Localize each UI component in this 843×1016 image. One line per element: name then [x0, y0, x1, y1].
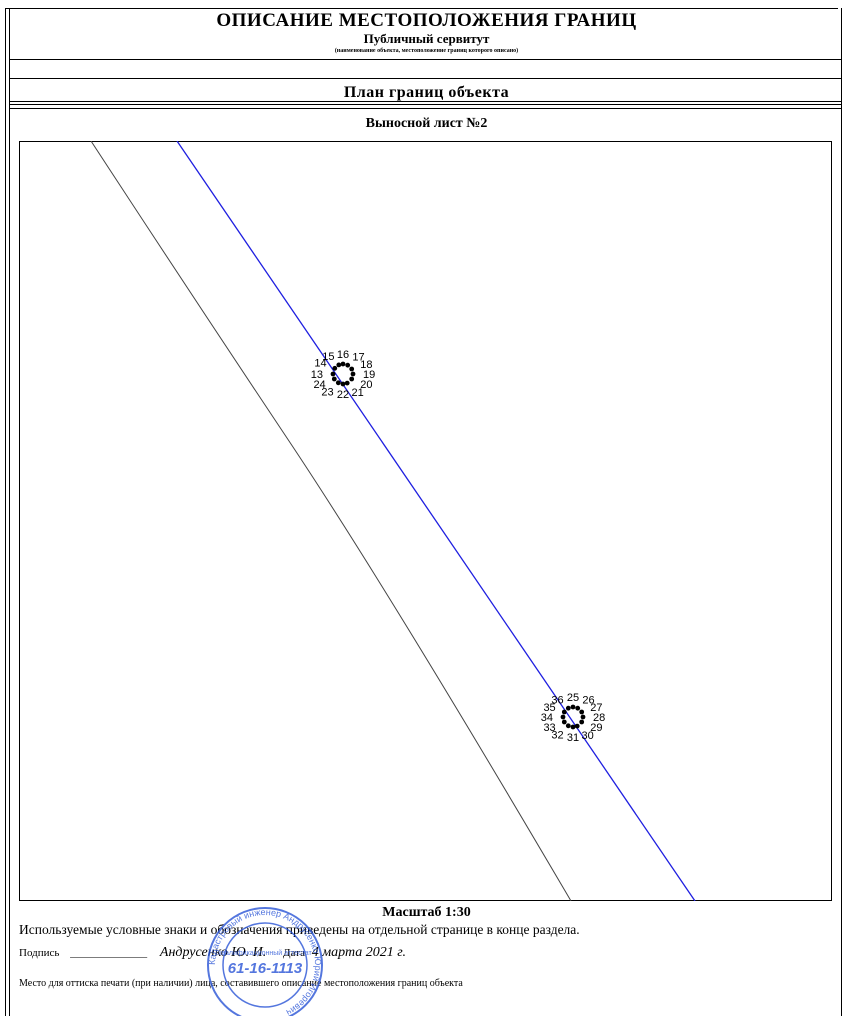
point-label-23: 23 [321, 387, 333, 399]
stamp-inner-ring [222, 922, 308, 1008]
boundary-point-33 [561, 719, 567, 725]
point-label-20: 20 [360, 379, 372, 391]
boundary-point-26 [575, 705, 581, 711]
sheet-label: Выносной лист №2 [365, 116, 488, 131]
boundary-point-25 [570, 704, 576, 710]
boundary-point-16 [340, 361, 346, 367]
point-label-14: 14 [314, 358, 326, 370]
boundary-point-30 [574, 723, 580, 729]
point-label-32: 32 [551, 730, 563, 742]
point-label-15: 15 [322, 351, 334, 363]
boundary-point-21 [344, 380, 350, 386]
boundary-point-17 [345, 362, 351, 368]
point-label-34: 34 [541, 712, 553, 724]
frame-right [841, 8, 842, 1016]
document-caption: (наименование объекта, местоположение гр… [334, 48, 519, 54]
boundary-point-27 [579, 709, 585, 715]
point-label-27: 27 [590, 702, 602, 714]
frame-left-outer [5, 8, 6, 1016]
stamp-outer-ring [207, 907, 323, 1016]
point-label-28: 28 [593, 712, 605, 724]
point-label-17: 17 [352, 351, 364, 363]
frame-left-inner [9, 8, 10, 1016]
boundary-point-34 [560, 714, 566, 720]
boundary-point-15 [336, 362, 342, 368]
legend-note: Используемые условные знаки и обозначени… [19, 922, 580, 937]
boundary-point-20 [349, 376, 355, 382]
boundary-point-14 [332, 365, 338, 371]
stamp-placement-note: Место для оттиска печати (при наличии) л… [19, 978, 463, 989]
header-divider-2 [9, 78, 841, 79]
date-label: Дата [283, 947, 305, 959]
point-label-29: 29 [590, 722, 602, 734]
document-subtitle: Публичный сервитут [363, 31, 490, 46]
point-label-24: 24 [313, 379, 325, 391]
point-label-35: 35 [543, 702, 555, 714]
header-divider-4 [9, 104, 841, 105]
boundary-point-18 [349, 366, 355, 372]
servitude-boundary-line [176, 141, 696, 901]
point-label-22: 22 [337, 389, 349, 401]
point-label-25: 25 [567, 692, 579, 704]
boundary-point-19 [350, 371, 356, 377]
boundary-point-28 [580, 714, 586, 720]
point-label-30: 30 [582, 730, 594, 742]
point-label-33: 33 [543, 722, 555, 734]
signer-name: Андрусенко Ю. И. [159, 945, 267, 960]
header-divider-1 [9, 59, 841, 60]
map-frame [19, 141, 832, 901]
boundary-point-23 [335, 380, 341, 386]
stamp-number: 61-16-1113 [228, 960, 303, 977]
boundary-point-31 [570, 724, 576, 730]
boundary-point-32 [565, 723, 571, 729]
plan-heading-divider [9, 108, 841, 109]
boundary-point-22 [340, 381, 346, 387]
signature-row: Подпись ______________ Андрусенко Ю. И. … [19, 945, 406, 961]
boundary-point-35 [561, 709, 567, 715]
header-divider-3 [9, 101, 841, 102]
point-label-26: 26 [582, 694, 594, 706]
boundary-point-13 [330, 371, 336, 377]
scale-label: Масштаб 1:30 [382, 905, 471, 920]
plan-heading: План границ объекта [343, 84, 510, 101]
point-label-36: 36 [551, 694, 563, 706]
boundary-point-29 [579, 719, 585, 725]
frame-top [5, 8, 838, 9]
point-label-18: 18 [360, 359, 372, 371]
document-title: ОПИСАНИЕ МЕСТОПОЛОЖЕНИЯ ГРАНИЦ [216, 10, 637, 31]
signature-blank: ______________ [70, 947, 148, 959]
point-label-19: 19 [363, 369, 375, 381]
cadastral-engineer-stamp: Кадастровый инженер Андрусенко Юрий Игор… [207, 907, 323, 1016]
boundary-point-36 [565, 705, 571, 711]
point-label-21: 21 [352, 387, 364, 399]
boundary-point-24 [331, 376, 337, 382]
road-edge-line [90, 141, 572, 901]
point-label-16: 16 [337, 349, 349, 361]
point-label-13: 13 [311, 369, 323, 381]
signature-label: Подпись [19, 947, 60, 959]
point-label-31: 31 [567, 732, 579, 744]
stamp-inner-text: квалификационный аттестат [218, 949, 312, 957]
date-value: 4 марта 2021 г. [311, 945, 407, 960]
